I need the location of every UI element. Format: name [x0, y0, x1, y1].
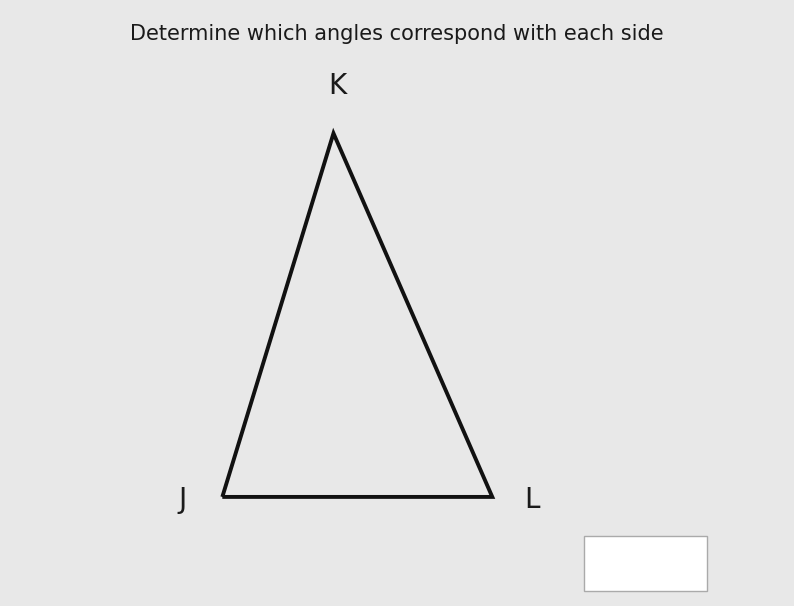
Text: L: L [524, 486, 540, 514]
Text: J: J [179, 486, 187, 514]
Text: Determine which angles correspond with each side: Determine which angles correspond with e… [130, 24, 664, 44]
Text: K: K [329, 72, 346, 100]
FancyBboxPatch shape [584, 536, 707, 591]
